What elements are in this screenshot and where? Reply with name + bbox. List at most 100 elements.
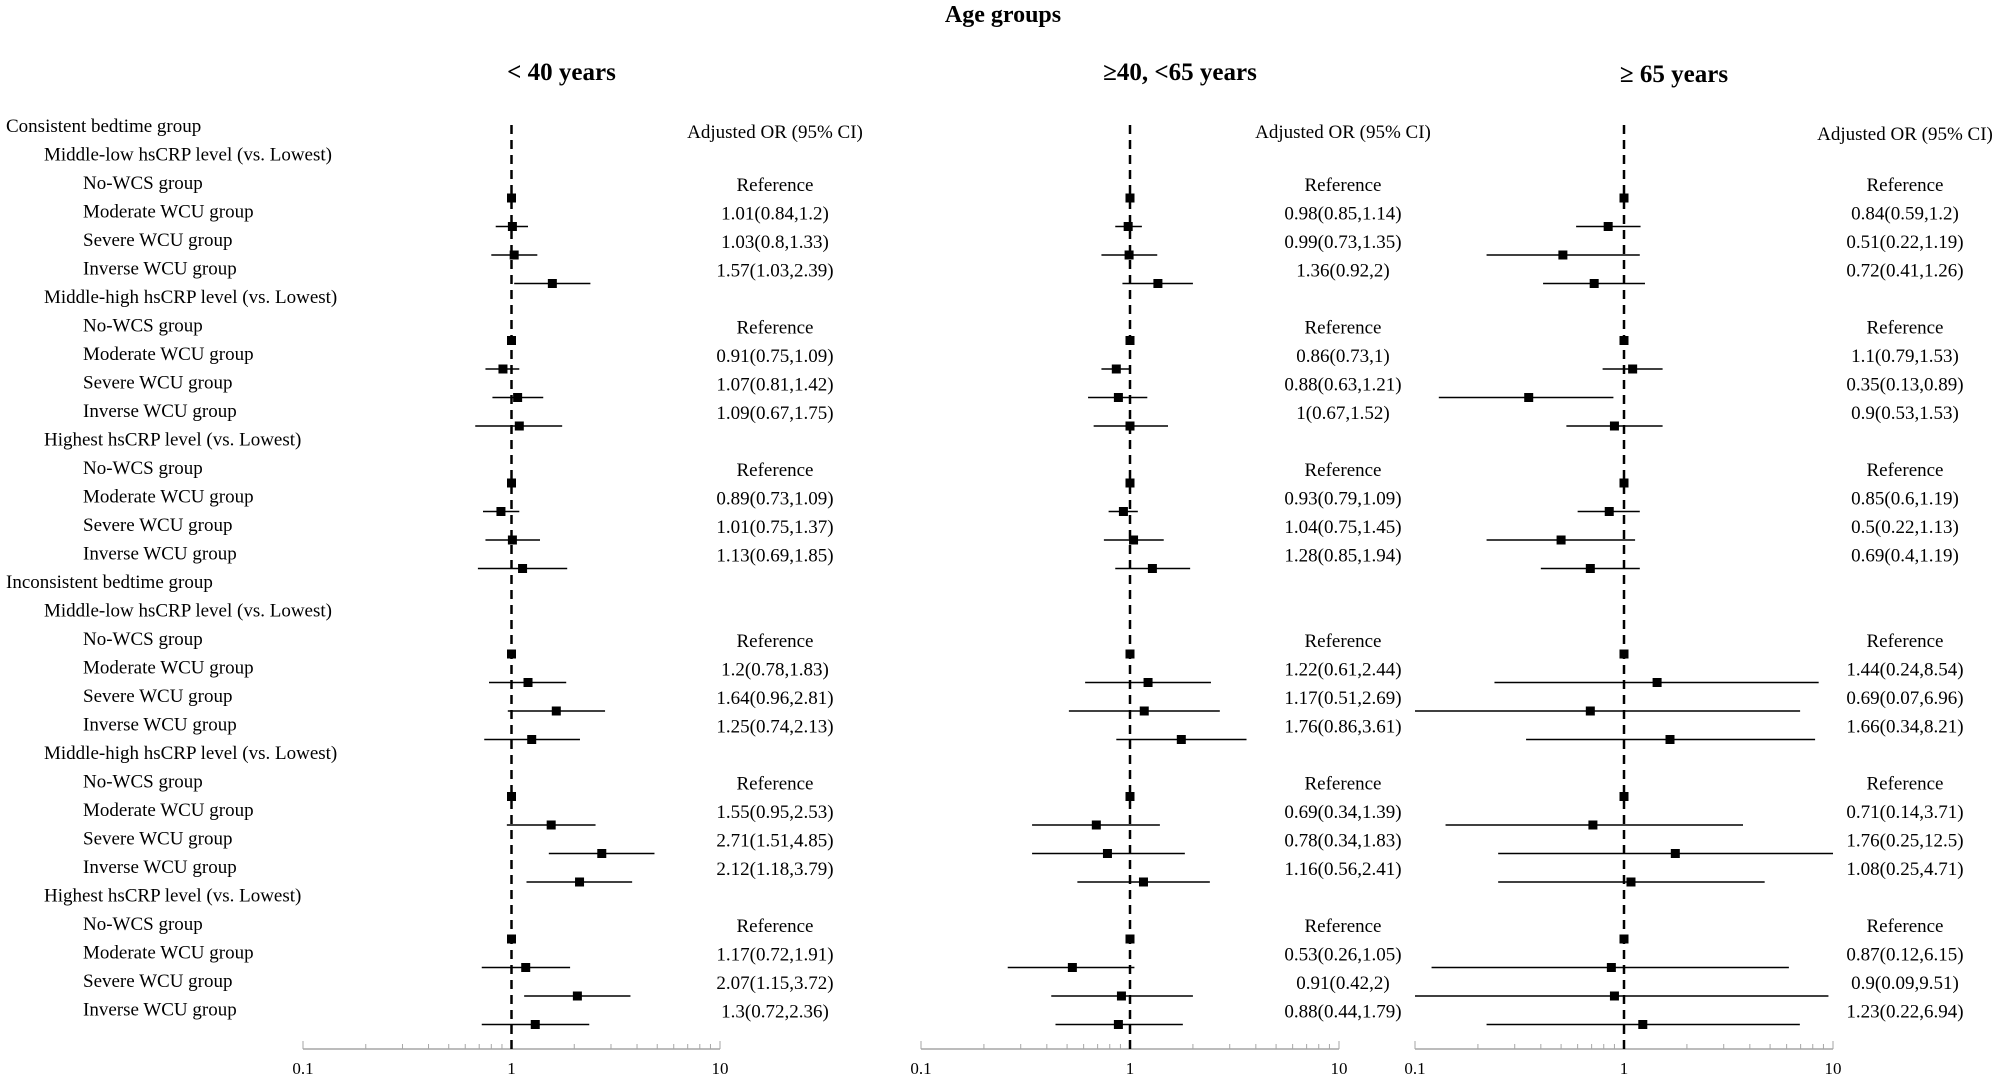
or-ci-label: 1.2(0.78,1.83)	[721, 660, 829, 681]
or-point-marker	[1628, 364, 1638, 374]
forest-panel-1: < 40 years Adjusted OR (95% CI) 0.1 1 10 Refe…	[292, 59, 862, 1078]
or-ci-label: 1.64(0.96,2.81)	[716, 688, 833, 709]
row-label: Moderate WCU group	[83, 658, 254, 679]
row-labels: Consistent bedtime group Middle-low hsCRP…	[6, 116, 337, 1021]
or-point-marker	[530, 1020, 540, 1029]
x-tick-label: 10	[1825, 1059, 1842, 1078]
or-point-marker	[1588, 820, 1598, 830]
or-ci-label: Reference	[737, 175, 814, 196]
or-ci-label: Reference	[737, 631, 814, 652]
or-point-marker	[1153, 279, 1163, 288]
or-point-marker	[1125, 649, 1135, 659]
row-label: Moderate WCU group	[83, 487, 254, 508]
or-ci-label: 1.22(0.61,2.44)	[1284, 660, 1401, 681]
or-point-marker	[575, 877, 585, 887]
or-ci-label: 0.87(0.12,6.15)	[1846, 945, 1963, 966]
or-ci-label: 0.88(0.63,1.21)	[1284, 375, 1401, 396]
or-ci-label: 0.69(0.07,6.96)	[1846, 688, 1963, 709]
or-point-marker	[1619, 336, 1629, 345]
or-point-marker	[1091, 820, 1101, 830]
or-point-marker	[498, 364, 508, 374]
row-label: Inverse WCU group	[83, 259, 237, 280]
or-ci-label: Reference	[737, 318, 814, 339]
or-ci-label: 1.36(0.92,2)	[1296, 261, 1389, 282]
row-label: Moderate WCU group	[83, 943, 254, 964]
or-ci-label: 1.09(0.67,1.75)	[716, 403, 833, 424]
or-ci-label: 0.99(0.73,1.35)	[1284, 232, 1401, 253]
or-point-marker	[507, 535, 517, 545]
row-label: Inverse WCU group	[83, 401, 237, 422]
forest-panel-3: ≥ 65 years Adjusted OR (95% CI) 0.1 1 10 Refe…	[1404, 61, 1992, 1078]
or-point-marker	[507, 222, 517, 231]
or-point-marker	[1129, 535, 1139, 545]
or-ci-label: Reference	[737, 460, 814, 481]
or-ci-label: Reference	[737, 916, 814, 937]
or-ci-label: Reference	[1305, 774, 1382, 795]
or-point-marker	[1139, 706, 1149, 716]
or-ci-label: 0.9(0.09,9.51)	[1851, 973, 1959, 994]
or-ci-label: 0.91(0.75,1.09)	[716, 346, 833, 367]
or-ci-label: 0.69(0.34,1.39)	[1284, 802, 1401, 823]
or-ci-label: 0.51(0.22,1.19)	[1846, 232, 1963, 253]
or-point-marker	[1524, 393, 1534, 402]
or-ci-label: 1.13(0.69,1.85)	[716, 546, 833, 567]
or-ci-label: 0.72(0.41,1.26)	[1846, 261, 1963, 282]
or-ci-label: 0.53(0.26,1.05)	[1284, 945, 1401, 966]
or-ci-label: 1.3(0.72,2.36)	[721, 1002, 829, 1023]
or-point-marker	[1125, 792, 1135, 801]
or-point-marker	[1116, 991, 1126, 1001]
or-ci-label: Reference	[1867, 916, 1944, 937]
or-point-marker	[518, 564, 528, 573]
or-ci-label: Reference	[1867, 318, 1944, 339]
or-point-marker	[1556, 535, 1566, 545]
or-point-marker	[1609, 991, 1619, 1001]
or-point-marker	[521, 963, 531, 972]
or-point-marker	[523, 678, 533, 687]
or-ci-label: 1.04(0.75,1.45)	[1284, 517, 1401, 538]
or-ci-label: Reference	[1867, 631, 1944, 652]
or-ci-label: 1.08(0.25,4.71)	[1846, 859, 1963, 880]
or-ci-label: 0.89(0.73,1.09)	[716, 489, 833, 510]
or-ci-label: 1.01(0.84,1.2)	[721, 204, 829, 225]
or-point-marker	[507, 792, 516, 801]
ci-column-header: Adjusted OR (95% CI)	[1255, 122, 1431, 143]
or-ci-label: 1.23(0.22,6.94)	[1846, 1002, 1963, 1023]
or-point-marker	[572, 991, 582, 1001]
or-ci-label: 0.69(0.4,1.19)	[1851, 546, 1959, 567]
or-point-marker	[1619, 792, 1629, 801]
or-point-marker	[1143, 678, 1153, 687]
or-point-marker	[1118, 507, 1128, 516]
or-ci-label: 2.07(1.15,3.72)	[716, 973, 833, 994]
or-point-marker	[1652, 678, 1662, 687]
row-label: Severe WCU group	[83, 230, 233, 251]
x-tick-label: 1	[1620, 1059, 1629, 1078]
or-point-marker	[1147, 564, 1157, 573]
or-ci-label: Reference	[1867, 460, 1944, 481]
x-tick-label: 10	[712, 1059, 729, 1078]
subgroup-label: Highest hsCRP level (vs. Lowest)	[44, 886, 301, 907]
x-tick-label: 0.1	[910, 1059, 931, 1078]
or-ci-label: 1.76(0.25,12.5)	[1846, 831, 1963, 852]
or-ci-label: 0.35(0.13,0.89)	[1846, 375, 1963, 396]
or-ci-label: Reference	[1305, 175, 1382, 196]
or-point-marker	[1113, 1020, 1123, 1029]
or-ci-label: 1.01(0.75,1.37)	[716, 517, 833, 538]
or-point-marker	[1604, 507, 1614, 516]
x-tick-label: 0.1	[1404, 1059, 1425, 1078]
or-ci-label: 1.28(0.85,1.94)	[1284, 546, 1401, 567]
or-point-marker	[1638, 1020, 1648, 1029]
subgroup-label: Middle-low hsCRP level (vs. Lowest)	[44, 145, 332, 166]
or-point-marker	[1102, 849, 1112, 858]
or-point-marker	[1138, 877, 1148, 887]
or-point-marker	[527, 735, 537, 744]
or-point-marker	[1606, 963, 1616, 972]
forest-panels: < 40 years Adjusted OR (95% CI) 0.1 1 10 Refe…	[292, 59, 1992, 1078]
row-label: Severe WCU group	[83, 971, 233, 992]
or-ci-label: 1.25(0.74,2.13)	[716, 717, 833, 738]
or-ci-label: 1.03(0.8,1.33)	[721, 232, 829, 253]
figure-title: Age groups	[945, 2, 1061, 28]
subgroup-label: Middle-high hsCRP level (vs. Lowest)	[44, 287, 337, 308]
or-point-marker	[1603, 222, 1613, 231]
or-point-marker	[1111, 364, 1121, 374]
row-label: Moderate WCU group	[83, 344, 254, 365]
